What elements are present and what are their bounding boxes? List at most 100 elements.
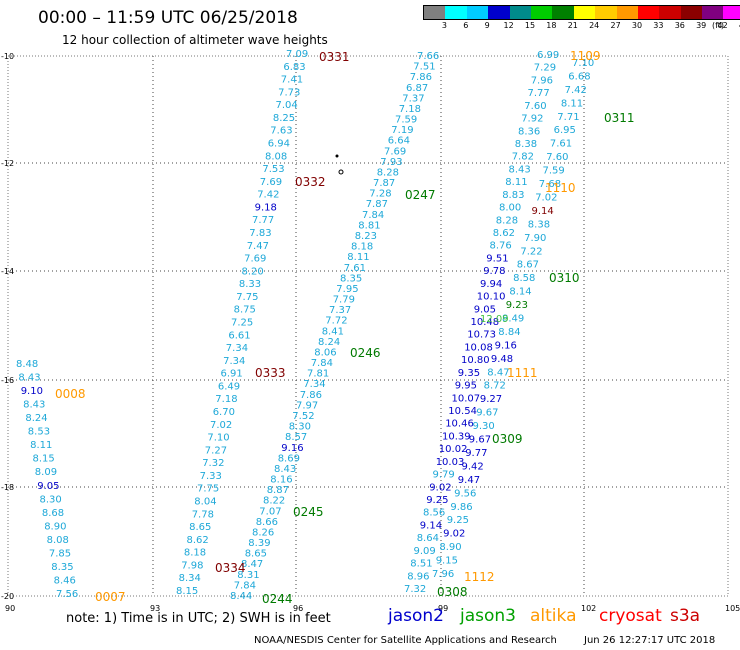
color-scale-swatch	[573, 6, 596, 19]
wave-height-value: 8.11	[505, 177, 527, 188]
wave-height-value: 9.23	[506, 300, 528, 311]
wave-height-value: 8.33	[239, 279, 261, 290]
wave-height-value: 7.29	[534, 63, 556, 74]
wave-height-value: 9.35	[458, 368, 480, 379]
wave-height-value: 7.18	[215, 394, 237, 405]
wave-height-value: 9.30	[473, 421, 495, 432]
wave-height-value: 8.44	[230, 591, 252, 602]
map-subtitle: 12 hour collection of altimeter wave hei…	[62, 33, 328, 47]
longitude-label: 93	[150, 604, 160, 613]
legend-item-jason2: jason2	[388, 606, 444, 626]
wave-height-value: 6.70	[213, 407, 235, 418]
color-scale-swatch	[680, 6, 703, 19]
wave-height-value: 9.14	[420, 520, 442, 531]
credit-line: NOAA/NESDIS Center for Satellite Applica…	[254, 635, 557, 646]
color-scale-swatch	[637, 6, 660, 19]
color-scale-label: 33	[653, 21, 664, 30]
wave-height-value: 6.91	[221, 369, 243, 380]
wave-height-value: 8.35	[340, 273, 362, 284]
wave-height-value: 7.28	[369, 189, 391, 200]
wave-height-value: 7.61	[344, 263, 366, 274]
wave-height-value: 7.75	[197, 484, 219, 495]
color-scale-label: 39	[696, 21, 707, 30]
wave-height-value: 8.11	[30, 440, 52, 451]
wave-height-value: 7.02	[210, 420, 232, 431]
wave-height-value: 8.22	[263, 496, 285, 507]
wave-height-value: 8.67	[517, 260, 539, 271]
wave-height-value: 8.18	[351, 242, 373, 253]
wave-height-value: 7.59	[543, 166, 565, 177]
wave-height-value: 7.09	[286, 49, 308, 60]
wave-height-value: 8.15	[176, 586, 198, 597]
wave-height-value: 8.16	[270, 475, 292, 486]
wave-height-value: 7.85	[49, 548, 71, 559]
wave-height-value: 10.02	[439, 444, 468, 455]
wave-height-value: 7.41	[281, 75, 303, 86]
wave-height-value: 10.08	[464, 342, 493, 353]
color-scale-swatch	[552, 6, 574, 19]
wave-height-value: 7.59	[395, 115, 417, 126]
wave-height-value: 9.79	[433, 470, 455, 481]
wave-height-value: 6.68	[568, 71, 590, 82]
color-scale-swatch	[702, 6, 724, 19]
wave-height-value: 7.87	[373, 178, 395, 189]
wave-height-value: 8.53	[28, 427, 50, 438]
wave-height-value: 6.95	[554, 125, 576, 136]
wave-height-value: 7.37	[402, 93, 424, 104]
wave-height-value: 8.66	[256, 517, 278, 528]
wave-height-value: 6.49	[218, 381, 240, 392]
wave-height-value: 8.76	[490, 241, 512, 252]
color-scale-label: 21	[567, 21, 578, 30]
wave-height-value: 7.92	[521, 114, 543, 125]
wave-height-value: 6.64	[388, 136, 410, 147]
wave-height-value: 8.49	[502, 314, 524, 325]
wave-height-value: 8.47	[487, 367, 509, 378]
wave-height-value: 6.87	[406, 83, 428, 94]
wave-height-value: 8.24	[25, 413, 47, 424]
wave-height-value: 9.16	[495, 340, 517, 351]
latitude-label: -20	[1, 592, 14, 601]
wave-height-value: 8.36	[518, 126, 540, 137]
wave-height-value: 9.27	[480, 394, 502, 405]
map-title: 00:00 – 11:59 UTC 06/25/2018	[38, 8, 298, 28]
wave-height-value: 9.86	[450, 502, 472, 513]
wave-height-value: 7.73	[278, 87, 300, 98]
wave-height-value: 7.63	[270, 126, 292, 137]
map-frame	[7, 55, 729, 597]
color-scale-swatch	[659, 6, 681, 19]
color-scale-swatch	[723, 6, 740, 19]
wave-height-value: 8.25	[273, 113, 295, 124]
wave-height-value: 7.52	[292, 411, 314, 422]
wave-height-value: 8.47	[241, 559, 263, 570]
wave-height-value: 7.96	[432, 569, 454, 580]
latitude-label: -16	[1, 376, 14, 385]
wave-height-value: 10.07	[452, 393, 481, 404]
wave-height-value: 8.30	[40, 494, 62, 505]
wave-height-value: 7.87	[366, 199, 388, 210]
wave-height-value: 7.86	[300, 390, 322, 401]
wave-height-value: 8.96	[407, 571, 429, 582]
wave-height-value: 6.99	[537, 50, 559, 61]
wave-height-value: 8.09	[35, 467, 57, 478]
wave-height-value: 9.42	[462, 461, 484, 472]
wave-height-value: 9.67	[469, 435, 491, 446]
wave-height-value: 7.69	[260, 177, 282, 188]
color-scale-label: 3	[441, 21, 447, 30]
legend-item-jason3: jason3	[460, 606, 516, 626]
wave-height-value: 8.20	[242, 266, 264, 277]
wave-height-value: 8.43	[23, 400, 45, 411]
latitude-label: -14	[1, 267, 14, 276]
color-scale-label: 45	[739, 21, 740, 30]
wave-height-value: 9.47	[458, 475, 480, 486]
wave-height-value: 9.51	[486, 253, 508, 264]
wave-height-value: 9.02	[429, 482, 451, 493]
wave-height-value: 7.51	[413, 62, 435, 73]
color-scale-swatch	[530, 6, 553, 19]
pass-time-label: 0246	[350, 346, 381, 360]
wave-height-value: 7.60	[546, 152, 568, 163]
color-scale-swatch	[616, 6, 638, 19]
wave-height-value: 7.81	[307, 369, 329, 380]
latitude-label: -10	[1, 52, 14, 61]
wave-height-value: 7.75	[236, 292, 258, 303]
wave-height-value: 7.97	[296, 400, 318, 411]
